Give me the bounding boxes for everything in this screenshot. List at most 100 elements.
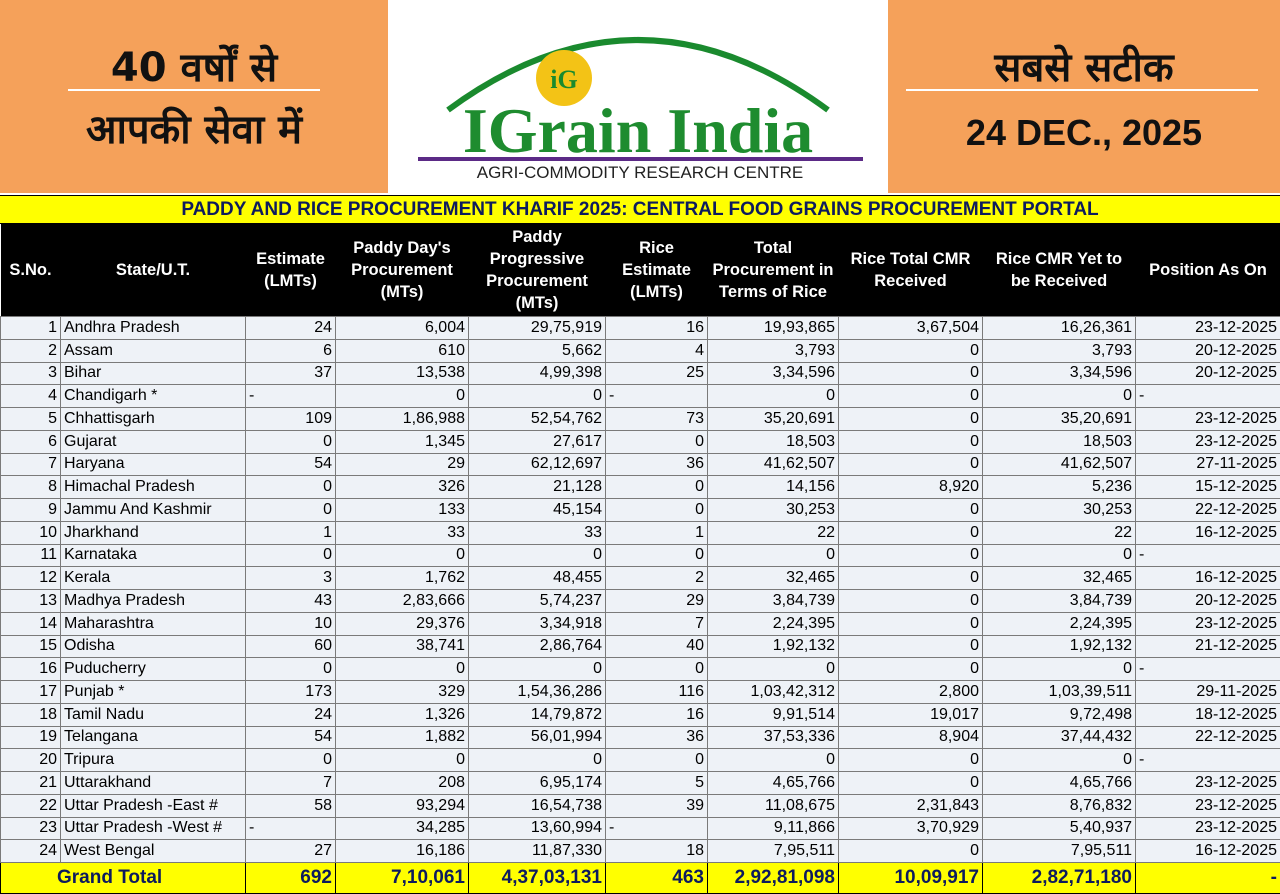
table-cell: 16 — [605, 702, 708, 727]
table-cell: 0 — [982, 657, 1136, 681]
table-cell: 0 — [605, 429, 708, 454]
table-cell: 7 — [0, 452, 61, 477]
table-cell: 0 — [245, 429, 336, 454]
table-cell: 29,75,919 — [468, 316, 606, 340]
table-title: PADDY AND RICE PROCUREMENT KHARIF 2025: … — [0, 195, 1280, 224]
table-cell: 16-12-2025 — [1135, 520, 1280, 545]
table-cell: 2,86,764 — [468, 634, 606, 659]
table-cell: 0 — [468, 384, 606, 408]
table-cell: 20 — [0, 748, 61, 772]
table-cell: 0 — [605, 475, 708, 499]
table-cell: 0 — [335, 543, 469, 568]
total-row: Grand Total 692 7,10,061 4,37,03,131 463 2,92… — [0, 862, 1280, 894]
table-cell: Chandigarh * — [60, 384, 246, 408]
table-cell: Tamil Nadu — [60, 702, 246, 727]
table-cell: 1,92,132 — [982, 634, 1136, 659]
table-cell: 0 — [707, 543, 839, 568]
table-cell: Jharkhand — [60, 520, 246, 545]
table-cell: 0 — [838, 748, 983, 772]
table-cell: 0 — [838, 634, 983, 659]
table-cell: 7 — [605, 611, 708, 636]
divider — [68, 89, 320, 91]
table-row: 16 Puducherry 0 0 0 0 0 0 0- — [0, 657, 1280, 681]
table-cell: 13,60,994 — [468, 816, 606, 841]
table-cell: 9 — [0, 498, 61, 522]
table-cell: Uttarakhand — [60, 771, 246, 795]
table-cell: 3,793 — [707, 338, 839, 363]
table-cell: West Bengal — [60, 839, 246, 863]
badge-text: iG — [550, 65, 577, 94]
table-cell: 19,93,865 — [707, 316, 839, 340]
table-cell: 2 — [0, 338, 61, 363]
table-cell: 27,617 — [468, 429, 606, 454]
table-cell: 1,54,36,286 — [468, 680, 606, 704]
table-cell: 8,904 — [838, 725, 983, 750]
table-cell: 3,34,596 — [982, 361, 1136, 386]
logo-badge — [536, 50, 592, 106]
table-cell: 16 — [605, 316, 708, 340]
table-cell: 56,01,994 — [468, 725, 606, 750]
table-cell: - — [1135, 543, 1280, 568]
table-cell: - — [605, 816, 708, 841]
tagline: 40 वर्षों से — [110, 45, 278, 91]
table-cell: - — [1135, 748, 1280, 772]
table-cell: 5,236 — [982, 475, 1136, 499]
table-cell: Maharashtra — [60, 611, 246, 636]
table-cell: 5,74,237 — [468, 589, 606, 613]
table-cell: 14,156 — [707, 475, 839, 499]
table-cell: 0 — [838, 589, 983, 613]
table-row: 23 Uttar Pradesh -West # -34,285 13,60,994-… — [0, 816, 1280, 841]
table-cell: 22-12-2025 — [1135, 725, 1280, 750]
table-cell: 1 — [0, 316, 61, 340]
table-cell: - — [245, 384, 336, 408]
table-cell: 40 — [605, 634, 708, 659]
table-cell: Andhra Pradesh — [60, 316, 246, 340]
table-cell: 3 — [245, 566, 336, 590]
table-cell: 3,67,504 — [838, 316, 983, 340]
table-cell: 24 — [245, 702, 336, 727]
table-cell: 32,465 — [707, 566, 839, 590]
table-cell: 8 — [0, 475, 61, 499]
table-row: 13 Madhya Pradesh 43 2,83,666 5,74,237 29 3,84… — [0, 589, 1280, 613]
table-cell: 610 — [335, 338, 469, 363]
column-header: S.No. — [0, 224, 61, 317]
header-row: S.No. State/U.T. Estimate (LMTs) Paddy Day'… — [0, 224, 1280, 317]
table-cell: Bihar — [60, 361, 246, 386]
table-cell: 0 — [838, 498, 983, 522]
table-cell: 0 — [838, 771, 983, 795]
table-cell: 6 — [0, 429, 61, 454]
tagline: सबसे सटीक — [994, 45, 1174, 91]
table-cell: 7,95,511 — [982, 839, 1136, 863]
table-row: 7 Haryana 54 29 62,12,697 36 41,62,507 0 41,62,5… — [0, 452, 1280, 477]
table-cell: 33 — [335, 520, 469, 545]
table-cell: 73 — [605, 407, 708, 431]
table-cell: 58 — [245, 793, 336, 818]
table-cell: 11,87,330 — [468, 839, 606, 863]
total-cell: 7,10,061 — [335, 862, 469, 894]
table-row: 10 Jharkhand 1 33 33 1 22 0 22 16-12-2025 — [0, 520, 1280, 545]
table-cell: 54 — [245, 725, 336, 750]
table-cell: 0 — [982, 543, 1136, 568]
table-cell: 23-12-2025 — [1135, 407, 1280, 431]
table-cell: 23-12-2025 — [1135, 793, 1280, 818]
table-cell: 6 — [245, 338, 336, 363]
table-cell: 1,03,42,312 — [707, 680, 839, 704]
table-cell: 0 — [245, 748, 336, 772]
table-cell: 15-12-2025 — [1135, 475, 1280, 499]
left-panel: 40 वर्षों से आपकी सेवा में — [0, 0, 388, 193]
table-cell: 21,128 — [468, 475, 606, 499]
table-cell: 0 — [245, 657, 336, 681]
table-cell: 0 — [707, 748, 839, 772]
table-cell: - — [245, 816, 336, 841]
table-cell: 18,503 — [982, 429, 1136, 454]
column-header: Paddy Progressive Procurement (MTs) — [468, 224, 606, 317]
logo: iG IGrain India AGRI-COMMODITY RESEARCH … — [418, 37, 863, 182]
table-cell: 1 — [605, 520, 708, 545]
table-cell: 0 — [245, 498, 336, 522]
table-cell: 3,84,739 — [707, 589, 839, 613]
table-row: 2 Assam 6 610 5,662 4 3,793 0 3,793 20-12-2025 — [0, 338, 1280, 363]
divider — [906, 89, 1258, 91]
table-cell: 1,92,132 — [707, 634, 839, 659]
table-cell: 5 — [605, 771, 708, 795]
